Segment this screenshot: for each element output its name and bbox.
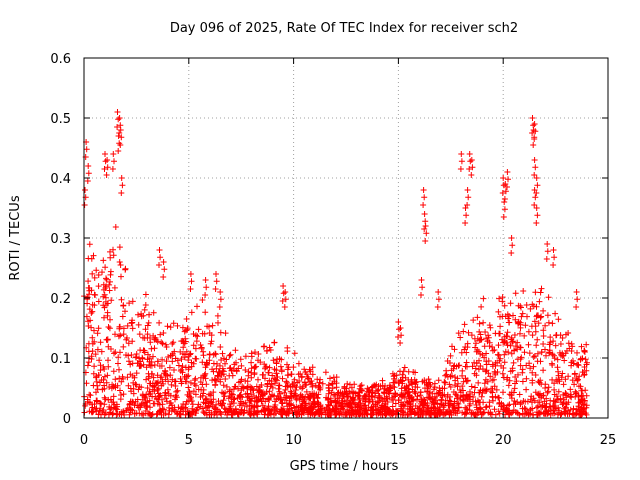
x-tick-label: 20: [495, 433, 512, 448]
y-tick-label: 0.2: [50, 292, 71, 307]
plot-frame: [83, 57, 609, 419]
y-tick-label: 0.6: [50, 52, 71, 67]
x-tick-label: 0: [80, 433, 88, 448]
roti-markers: [81, 109, 590, 418]
y-tick-label: 0.5: [50, 112, 71, 127]
y-axis-label: ROTI / TECUs: [8, 195, 23, 280]
y-tick-label: 0.4: [50, 172, 71, 187]
y-tick-label: 0: [63, 412, 71, 427]
x-tick-labels: 0 5 10 15 20 25: [80, 433, 616, 448]
x-tick-label: 5: [185, 433, 193, 448]
y-tick-labels: 0 0.1 0.2 0.3 0.4 0.5 0.6: [50, 52, 71, 427]
x-tick-label: 15: [390, 433, 407, 448]
x-tick-label: 10: [285, 433, 302, 448]
data-points: [81, 109, 590, 418]
y-tick-label: 0.3: [50, 232, 71, 247]
x-tick-label: 25: [600, 433, 617, 448]
y-tick-label: 0.1: [50, 352, 71, 367]
x-axis-label: GPS time / hours: [290, 459, 399, 474]
chart-title: Day 096 of 2025, Rate Of TEC Index for r…: [170, 21, 518, 36]
